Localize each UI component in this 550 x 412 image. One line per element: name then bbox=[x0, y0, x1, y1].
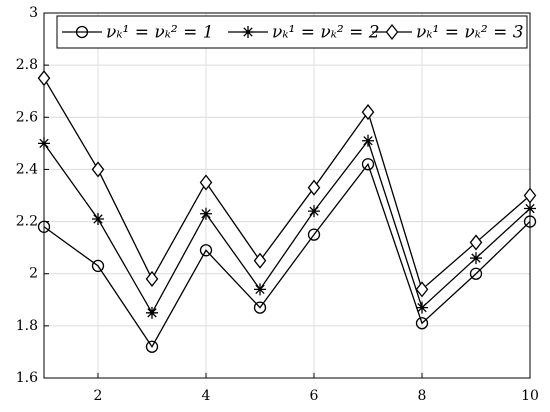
y-tick-label: 2 bbox=[29, 266, 38, 282]
x-tick-label: 8 bbox=[418, 388, 427, 404]
marker bbox=[145, 340, 159, 353]
marker bbox=[92, 212, 104, 225]
legend-box bbox=[56, 15, 528, 49]
y-tick-label: 1.6 bbox=[16, 370, 38, 386]
x-tick-label: 2 bbox=[94, 388, 103, 404]
y-tick-label: 1.8 bbox=[16, 318, 38, 334]
marker bbox=[523, 215, 537, 228]
marker bbox=[469, 234, 483, 251]
marker bbox=[361, 158, 375, 171]
legend-label: νₖ¹ = νₖ² = 1 bbox=[106, 23, 214, 43]
y-tick-label: 2.2 bbox=[16, 214, 38, 230]
legend-label: νₖ¹ = νₖ² = 2 bbox=[272, 23, 380, 43]
marker bbox=[469, 267, 483, 280]
legend-label: νₖ¹ = νₖ² = 3 bbox=[416, 23, 524, 43]
series-line bbox=[43, 77, 531, 291]
y-tick-label: 3 bbox=[29, 5, 38, 21]
marker bbox=[524, 202, 536, 215]
marker bbox=[199, 244, 213, 257]
marker bbox=[37, 70, 51, 87]
marker bbox=[145, 270, 159, 287]
y-tick-label: 2.4 bbox=[16, 161, 38, 177]
marker bbox=[415, 281, 429, 298]
marker bbox=[415, 317, 429, 330]
x-tick-label: 10 bbox=[521, 388, 539, 404]
y-tick-label: 2.8 bbox=[16, 57, 38, 73]
marker bbox=[91, 161, 105, 178]
legend-marker bbox=[385, 23, 399, 41]
legend-marker bbox=[242, 26, 254, 38]
marker bbox=[361, 104, 375, 121]
series-line bbox=[43, 162, 531, 348]
marker bbox=[362, 134, 374, 147]
marker bbox=[523, 187, 537, 204]
marker bbox=[253, 252, 267, 269]
marker bbox=[146, 306, 158, 319]
marker bbox=[416, 301, 428, 314]
legend-marker bbox=[75, 25, 89, 39]
marker bbox=[91, 259, 105, 273]
marker bbox=[37, 220, 51, 233]
y-tick-label: 2.6 bbox=[16, 109, 38, 125]
marker bbox=[254, 283, 266, 296]
marker bbox=[38, 137, 50, 150]
x-tick-label: 4 bbox=[202, 388, 211, 404]
plot-area bbox=[44, 13, 530, 378]
marker bbox=[253, 301, 267, 314]
marker bbox=[199, 174, 213, 191]
marker bbox=[200, 207, 212, 220]
x-tick-label: 6 bbox=[310, 388, 319, 404]
marker bbox=[307, 179, 321, 196]
series-line bbox=[43, 139, 531, 315]
marker bbox=[308, 205, 320, 218]
marker bbox=[470, 252, 482, 265]
marker bbox=[307, 228, 321, 241]
